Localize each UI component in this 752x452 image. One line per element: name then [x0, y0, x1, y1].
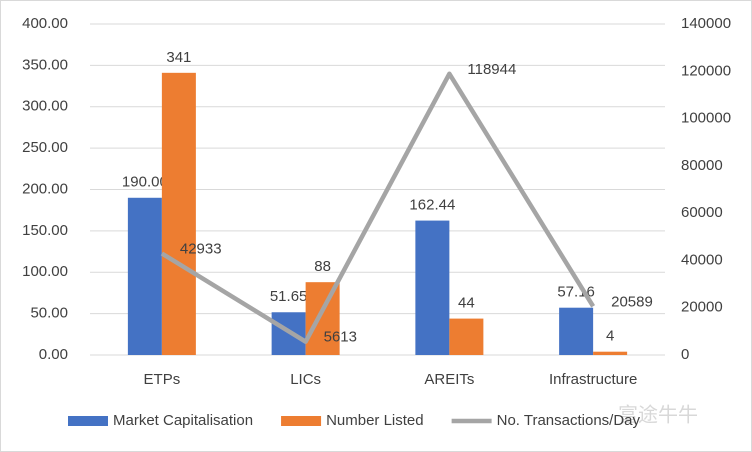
y2-tick-label: 40000: [681, 251, 723, 268]
y2-tick-label: 0: [681, 346, 689, 363]
bar: [593, 351, 628, 355]
y2-tick-label: 120000: [681, 62, 731, 79]
y-tick-label: 250.00: [22, 139, 68, 156]
x-tick-label: Infrastructure: [549, 371, 637, 388]
data-label: 162.44: [409, 197, 455, 214]
y-tick-label: 150.00: [22, 222, 68, 239]
bar: [559, 307, 594, 355]
legend-swatch: [281, 416, 322, 426]
y2-tick-label: 100000: [681, 110, 731, 127]
y-tick-label: 100.00: [22, 263, 68, 280]
y2-tick-label: 140000: [681, 15, 731, 32]
data-label: 4: [606, 328, 614, 345]
x-tick-label: ETPs: [144, 371, 181, 388]
data-label: 51.65: [270, 288, 308, 305]
y-tick-label: 400.00: [22, 15, 68, 32]
x-tick-label: LICs: [290, 371, 321, 388]
bar: [415, 220, 450, 355]
data-label: 88: [314, 258, 331, 275]
bar: [127, 197, 162, 355]
bar: [161, 72, 196, 355]
legend-label: No. Transactions/Day: [497, 412, 641, 429]
line: [160, 71, 596, 344]
data-label: 44: [458, 295, 475, 312]
bar: [305, 282, 340, 355]
y-tick-label: 50.00: [30, 305, 68, 322]
legend-swatch: [68, 416, 108, 426]
bar: [449, 318, 484, 355]
x-tick-label: AREITs: [424, 371, 474, 388]
data-label: 341: [166, 49, 191, 66]
y-tick-label: 300.00: [22, 98, 68, 115]
y-tick-label: 350.00: [22, 56, 68, 73]
y2-tick-label: 60000: [681, 204, 723, 221]
data-label: 20589: [611, 293, 653, 310]
y2-tick-label: 80000: [681, 157, 723, 174]
y-tick-label: 0.00: [39, 346, 68, 363]
data-label: 42933: [180, 240, 222, 257]
legend-label: Market Capitalisation: [113, 412, 253, 429]
y2-tick-label: 20000: [681, 299, 723, 316]
y-tick-label: 200.00: [22, 180, 68, 197]
data-label: 118944: [467, 61, 516, 78]
data-label: 190.00: [122, 174, 168, 191]
data-label: 5613: [324, 329, 357, 346]
legend-label: Number Listed: [326, 412, 424, 429]
watermark: 富途牛牛: [618, 403, 698, 426]
